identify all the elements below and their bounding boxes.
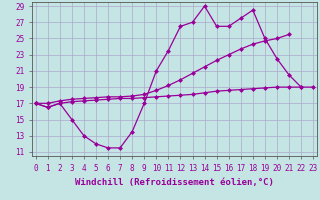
- X-axis label: Windchill (Refroidissement éolien,°C): Windchill (Refroidissement éolien,°C): [75, 178, 274, 187]
